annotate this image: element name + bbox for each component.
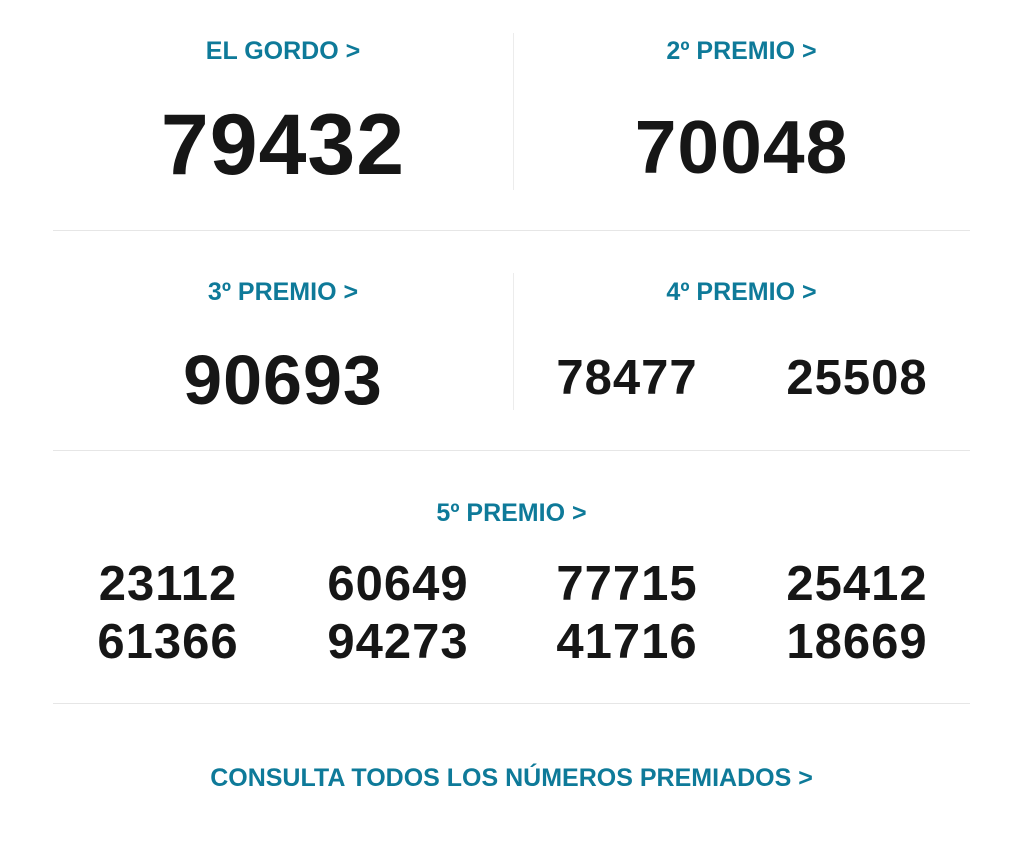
divider	[53, 703, 970, 704]
cuarto-premio-number: 78477	[556, 351, 698, 405]
divider	[53, 450, 970, 451]
consulta-todos-link[interactable]: CONSULTA TODOS LOS NÚMEROS PREMIADOS >	[210, 764, 813, 792]
quinto-premio-link[interactable]: 5º PREMIO >	[436, 499, 587, 527]
quinto-premio-number: 61366	[97, 615, 239, 669]
divider	[53, 230, 970, 231]
tercer-premio-number: 90693	[183, 341, 383, 419]
divider	[513, 273, 514, 410]
quinto-premio-number: 94273	[327, 615, 469, 669]
segundo-premio-link[interactable]: 2º PREMIO >	[666, 37, 817, 65]
divider	[513, 33, 514, 190]
tercer-premio-link[interactable]: 3º PREMIO >	[207, 278, 359, 306]
segundo-premio-number: 70048	[634, 105, 849, 189]
quinto-premio-number: 23112	[98, 557, 238, 611]
el-gordo-link[interactable]: EL GORDO >	[205, 37, 361, 65]
cuarto-premio-number: 25508	[786, 351, 928, 405]
quinto-premio-number: 25412	[786, 557, 928, 611]
quinto-premio-number: 18669	[786, 615, 928, 669]
quinto-premio-number: 77715	[556, 557, 698, 611]
quinto-premio-number: 60649	[327, 557, 469, 611]
el-gordo-number: 79432	[160, 97, 406, 193]
quinto-premio-number: 41716	[556, 615, 698, 669]
cuarto-premio-link[interactable]: 4º PREMIO >	[666, 278, 817, 306]
